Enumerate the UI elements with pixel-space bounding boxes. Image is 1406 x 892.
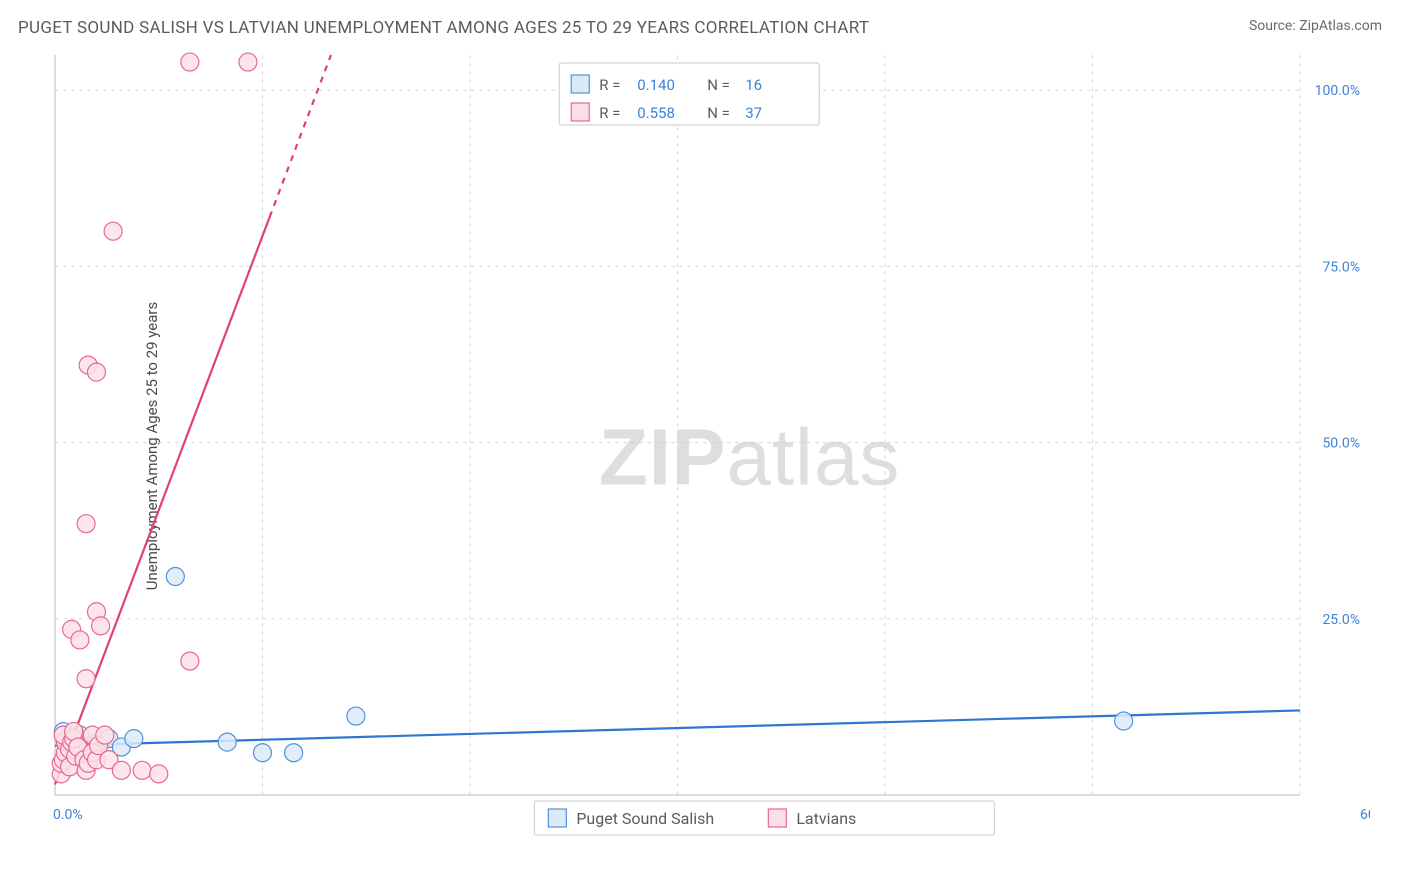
data-point [92,617,110,635]
chart-title: PUGET SOUND SALISH VS LATVIAN UNEMPLOYME… [18,18,869,38]
legend-r-label: R = [599,76,620,94]
legend-swatch [571,75,589,93]
legend-n-label: N = [707,76,730,94]
x-tick-label: 0.0% [53,807,83,823]
legend-series-name: Latvians [796,809,856,828]
data-point [285,744,303,762]
y-tick-label: 75.0% [1322,259,1360,275]
x-tick-label: 60.0% [1360,807,1370,823]
data-point [347,707,365,725]
legend-swatch [768,809,786,827]
data-point [254,744,272,762]
data-point [112,761,130,779]
data-point [181,53,199,71]
source-label: Source: ZipAtlas.com [1249,18,1382,34]
data-point [125,730,143,748]
data-point [181,652,199,670]
legend-r-label: R = [599,104,620,122]
data-point [88,363,106,381]
legend-swatch [548,809,566,827]
data-point [150,765,168,783]
data-point [104,222,122,240]
data-point [71,631,89,649]
legend-series-name: Puget Sound Salish [576,809,714,828]
y-tick-label: 100.0% [1315,83,1360,99]
trend-line-dashed [270,55,331,217]
watermark: ZIPatlas [599,413,900,502]
data-point [1115,712,1133,730]
data-point [239,53,257,71]
trend-line [55,710,1300,745]
source-name: ZipAtlas.com [1299,18,1382,34]
source-prefix: Source: [1249,18,1299,34]
correlation-legend: R = 0.140 N = 16 R = 0.558 N = 37 [559,63,819,125]
y-tick-label: 25.0% [1322,612,1360,628]
data-point [166,568,184,586]
legend-r-value: 0.558 [637,104,675,122]
legend-r-value: 0.140 [637,76,675,94]
data-point [218,733,236,751]
legend-swatch [571,103,589,121]
data-point [77,515,95,533]
y-tick-label: 50.0% [1322,436,1360,452]
legend-n-label: N = [707,104,730,122]
data-point [77,670,95,688]
series-legend: Puget Sound Salish Latvians [534,801,994,835]
data-point [133,761,151,779]
scatter-plot: ZIPatlas 25.0% 50.0% 75.0% 100.0% 0.0% 60.0% R … [50,50,1370,840]
trend-line [55,217,270,784]
legend-n-value: 37 [745,104,762,122]
legend-n-value: 16 [745,76,762,94]
data-point [96,726,114,744]
